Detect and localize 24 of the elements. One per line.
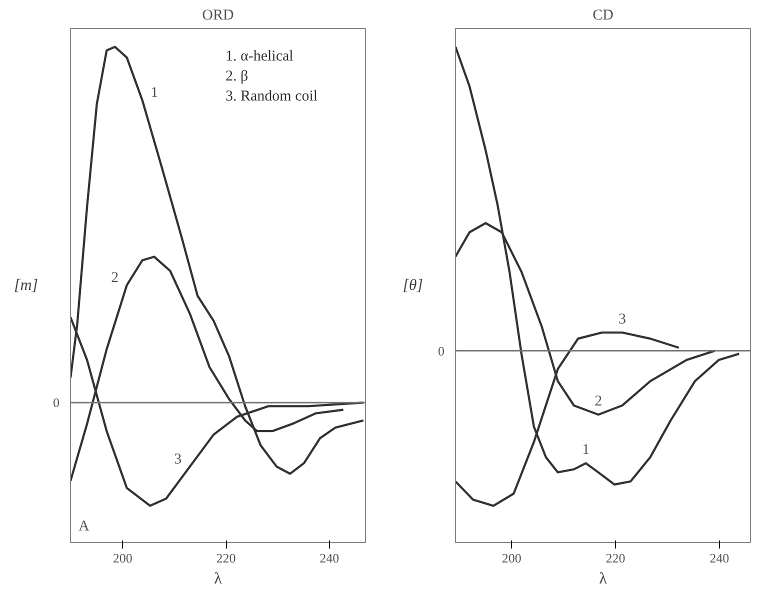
annotation: 3. Random coil [226,88,318,104]
x-tick-label: 200 [502,550,522,566]
x-tick-label: 220 [216,550,236,566]
chart-title: CD [592,8,614,24]
chart-title: ORD [202,8,234,24]
ref-line-label: 0 [53,395,60,410]
annotation: 1 [150,85,158,102]
x-axis-title: λ [214,570,222,588]
annotation: 2 [594,394,602,410]
annotation: 2. β [226,68,248,84]
annotation: 3 [174,452,182,468]
x-axis-title: λ [599,570,608,588]
x-tick-label: 220 [606,550,626,566]
text: A [78,518,90,534]
annotation: 1. α-helical [226,48,294,64]
annotation: 2 [111,270,119,286]
y-axis-title: [m] [14,277,38,294]
x-tick-label: 240 [320,550,340,566]
annotation: 1 [582,442,590,458]
y-axis-title: [θ] [402,277,423,294]
annotation: 3 [618,312,626,328]
x-tick-label: 240 [710,550,730,566]
ref-line-label: 0 [438,343,444,358]
x-tick-label: 200 [112,550,132,566]
